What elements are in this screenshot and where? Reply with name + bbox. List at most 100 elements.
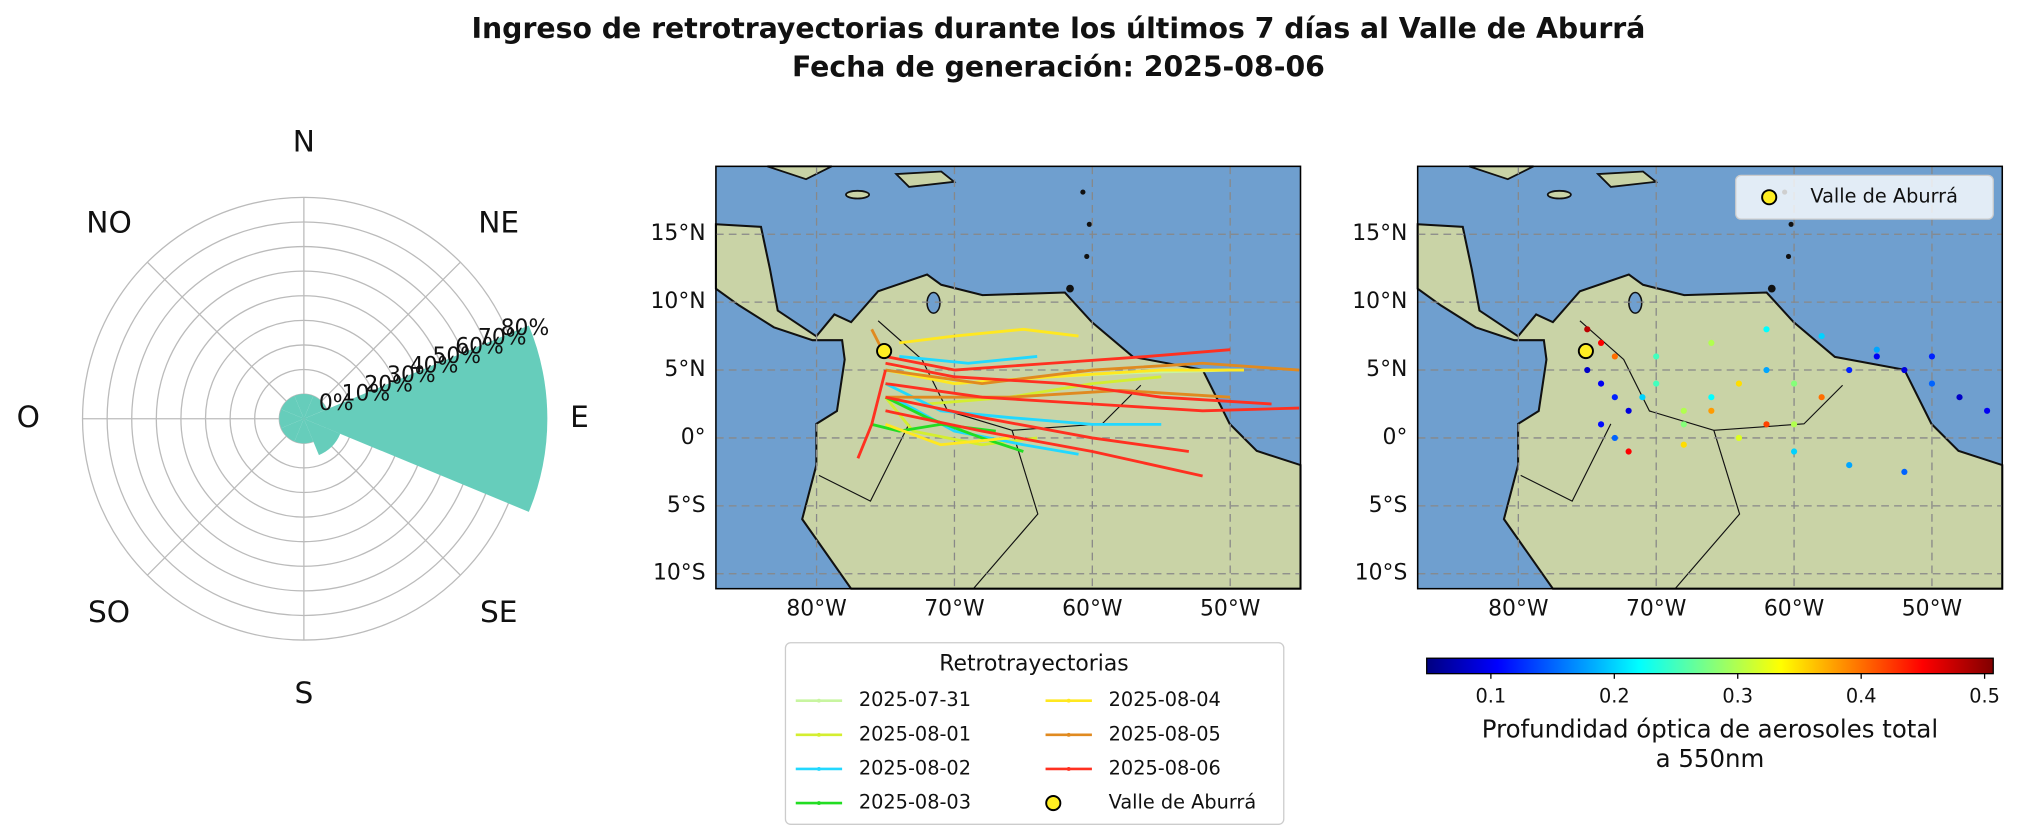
y-tick-label: 5°N [1366,357,1407,382]
aod-point [1846,462,1853,469]
grid-spoke [303,261,461,420]
aod-point [1928,353,1936,360]
direction-label: SO [88,595,130,629]
aod-point [1790,421,1798,428]
sector-bar [303,395,327,419]
colorbar-label: Profundidad óptica de aerosoles total [1482,714,1938,743]
r-tick-label: 10% [342,382,391,407]
aod-point [1708,339,1715,346]
trajectory [884,395,1024,453]
x-tick-label: 70°W [1626,596,1686,621]
aod-point [1763,326,1770,333]
sector-bar [294,418,314,444]
legend-label: 2025-08-03 [859,791,971,814]
sector-bar [279,409,304,429]
trajectory [899,327,1079,345]
legend: Retrotrayectorias 2025-07-31 2025-08-01 202… [784,642,1285,825]
polar-chart: N NE E SE S SO O NO 0%10%20%30%40%50%60%70%80% [17,125,589,710]
aod-point [1597,380,1605,387]
aod-point [1597,421,1605,428]
x-tick-label: 50°W [1200,596,1260,621]
colorbar-tick-label: 0.3 [1722,684,1753,707]
aod-point [1735,380,1743,387]
aod-point [1873,353,1880,360]
direction-label: SE [480,595,518,629]
trajectory [885,395,1190,453]
colorbar-label: a 550nm [1656,744,1765,773]
y-tick-label: 5°S [1369,493,1408,518]
x-tick-label: 60°W [1764,596,1824,621]
aod-point [1928,380,1936,387]
colorbar-tick-label: 0.1 [1476,684,1507,707]
basemap [1416,165,2004,590]
legend-box [784,642,1285,825]
y-tick-label: 0° [681,425,706,450]
aod-point [1790,448,1798,455]
r-tick-label: 80% [501,316,550,341]
aod-point [1901,366,1908,374]
direction-label: S [294,676,313,710]
sector-bar [281,395,304,419]
map-frame [1416,165,2004,590]
r-tick-label: 40% [410,354,459,379]
aod-point [1584,326,1591,333]
trajectory [885,423,1010,447]
x-tick-label: 80°W [1488,596,1548,621]
aod-point [1956,394,1963,401]
legend-swatch-dot [1066,767,1071,771]
legend-swatch-dot [816,801,821,806]
y-tick-label: 15°N [1352,221,1407,246]
legend-label: 2025-07-31 [859,688,971,711]
trajectory [885,382,1300,413]
x-tick-label: 50°W [1902,596,1962,621]
legend-swatch-dot [1066,732,1071,737]
legend-swatch-dot [816,767,821,771]
y-tick-label: 10°S [1355,561,1408,586]
legend-label: 2025-08-02 [859,756,971,779]
sector-bar [294,394,314,419]
legend-swatch-dot [1066,698,1071,703]
figure-title: Ingreso de retrotrayectorias durante los… [471,12,1645,84]
aod-point [1818,394,1825,401]
trajectory [885,388,1231,399]
trajectory [885,368,1244,386]
site-marker [1577,342,1594,360]
aod-point [1680,441,1687,448]
colorbar-tick-label: 0.4 [1846,684,1877,707]
aod-point [1873,346,1880,353]
aod-point [1639,394,1646,401]
legend-label: 2025-08-05 [1109,722,1221,745]
legend-title: Retrotrayectorias [939,652,1128,677]
y-tick-label: 5°S [667,493,706,518]
y-tick-label: 10°N [650,289,705,314]
legend-swatch [1045,795,1062,812]
trajectory [885,409,1203,478]
r-tick-label: 50% [432,344,481,369]
grid-spoke [146,261,305,420]
trajectory [891,395,1079,456]
aod-point [1984,407,1991,414]
aod-point [1653,380,1660,387]
legend-label: 2025-08-06 [1109,756,1221,779]
trajectory [856,369,887,459]
y-tick-label: 10°S [653,561,706,586]
legend-swatch [1761,189,1778,206]
r-tick-label: 70% [478,325,527,350]
x-tick-label: 60°W [1062,596,1122,621]
colorbar: 0.1 0.2 0.3 0.4 0.5 Profundidad óptica de aer… [1426,657,2000,773]
trajectory [885,361,1300,386]
y-tick-label: 0° [1383,425,1408,450]
grid-spoke [146,418,305,576]
aod-point [1763,421,1770,428]
aod-point [1625,448,1632,455]
basemap [714,165,1302,590]
aod-point [1846,366,1853,374]
aod-point [1653,353,1660,360]
aod-map: 80°W 70°W 60°W 50°W 15°N 10°N 5°N 0° 5°S 10°S Vall… [1352,165,2004,621]
legend-box [1735,174,1994,220]
x-tick-label: 80°W [786,596,846,621]
map-area [1417,166,2003,589]
title-line: Ingreso de retrotrayectorias durante los… [471,12,1645,45]
direction-label: NE [478,205,519,239]
